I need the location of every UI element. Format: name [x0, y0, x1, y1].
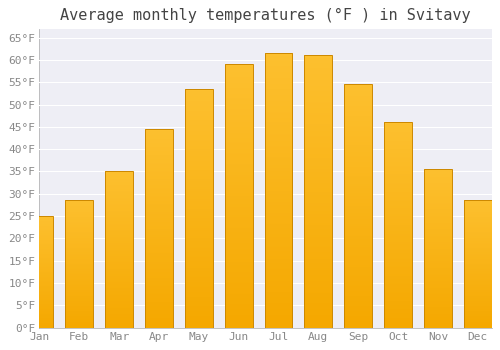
Bar	[224, 64, 252, 328]
Bar	[264, 53, 292, 328]
Bar	[26, 216, 54, 328]
Bar	[66, 201, 94, 328]
Bar	[224, 64, 252, 328]
Bar	[26, 216, 54, 328]
Bar	[384, 122, 412, 328]
Bar	[66, 201, 94, 328]
Bar	[464, 201, 491, 328]
Bar	[464, 201, 491, 328]
Bar	[105, 172, 133, 328]
Bar	[185, 89, 213, 328]
Bar	[304, 55, 332, 328]
Bar	[185, 89, 213, 328]
Bar	[145, 129, 173, 328]
Bar	[145, 129, 173, 328]
Bar	[304, 55, 332, 328]
Bar	[344, 84, 372, 328]
Bar	[105, 172, 133, 328]
Bar	[424, 169, 452, 328]
Title: Average monthly temperatures (°F ) in Svitavy: Average monthly temperatures (°F ) in Sv…	[60, 8, 471, 23]
Bar	[424, 169, 452, 328]
Bar	[344, 84, 372, 328]
Bar	[264, 53, 292, 328]
Bar	[384, 122, 412, 328]
